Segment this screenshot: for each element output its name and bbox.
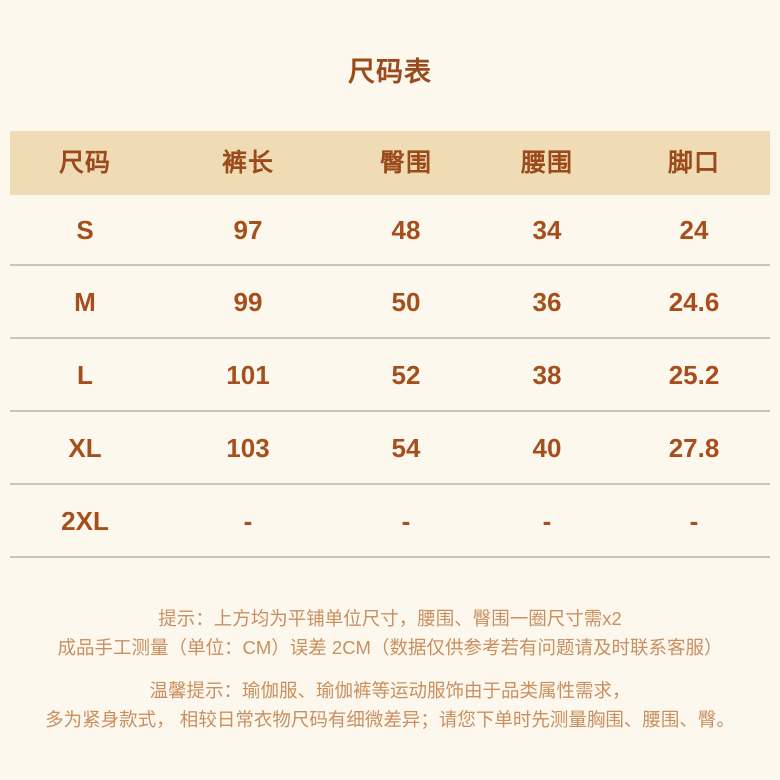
cell-hip: - [401,505,411,536]
cell-size: S [76,214,94,245]
table-header-size: 尺码 [58,148,111,177]
cell-hip: 48 [391,214,421,245]
note-line-4: 多为紧身款式， 相较日常衣物尺码有细微差异；请您下单时先测量胸围、腰围、臀。 [45,709,735,730]
table-row: L 101 52 38 25.2 [10,339,770,412]
table-header-hip: 臀围 [379,148,432,177]
cell-size: M [74,286,96,317]
cell-pantlength: 103 [226,432,270,463]
table-header-waist: 腰围 [520,148,573,177]
note-line-2: 成品手工测量（单位：CM）误差 2CM（数据仅供参考若有问题请及时联系客服） [57,637,723,658]
size-table: 尺码 裤长 臀围 腰围 脚口 S 97 48 34 24 M 99 50 36 … [10,131,770,558]
cell-size: XL [68,432,102,463]
cell-legopening: - [689,505,699,536]
cell-waist: 36 [532,286,562,317]
note-line-3: 温馨提示：瑜伽服、瑜伽裤等运动服饰由于品类属性需求， [149,680,631,701]
table-header-row: 尺码 裤长 臀围 腰围 脚口 [10,131,770,195]
cell-pantlength: 97 [233,214,263,245]
cell-legopening: 24 [679,214,709,245]
page-title: 尺码表 [348,57,432,87]
table-header-legopening: 脚口 [667,148,720,177]
notes-section: 提示：上方均为平铺单位尺寸，腰围、臀围一圈尺寸需x2 成品手工测量（单位：CM）… [0,604,780,734]
cell-waist: 38 [532,359,562,390]
cell-pantlength: 99 [233,286,263,317]
notes-spacer [0,662,780,676]
cell-legopening: 25.2 [668,359,720,390]
cell-pantlength: 101 [226,359,270,390]
cell-hip: 50 [391,286,421,317]
cell-waist: 34 [532,214,562,245]
cell-hip: 52 [391,359,421,390]
cell-waist: - [542,505,552,536]
table-row: S 97 48 34 24 [10,195,770,266]
table-row: XL 103 54 40 27.8 [10,412,770,485]
cell-size: 2XL [61,505,109,536]
table-header-pantlength: 裤长 [221,148,274,177]
cell-waist: 40 [532,432,562,463]
cell-hip: 54 [391,432,421,463]
cell-legopening: 24.6 [668,286,720,317]
note-line-1: 提示：上方均为平铺单位尺寸，腰围、臀围一圈尺寸需x2 [158,608,622,629]
cell-legopening: 27.8 [668,432,720,463]
table-row: 2XL - - - - [10,485,770,558]
table-row: M 99 50 36 24.6 [10,266,770,339]
cell-pantlength: - [243,505,253,536]
cell-size: L [77,359,93,390]
